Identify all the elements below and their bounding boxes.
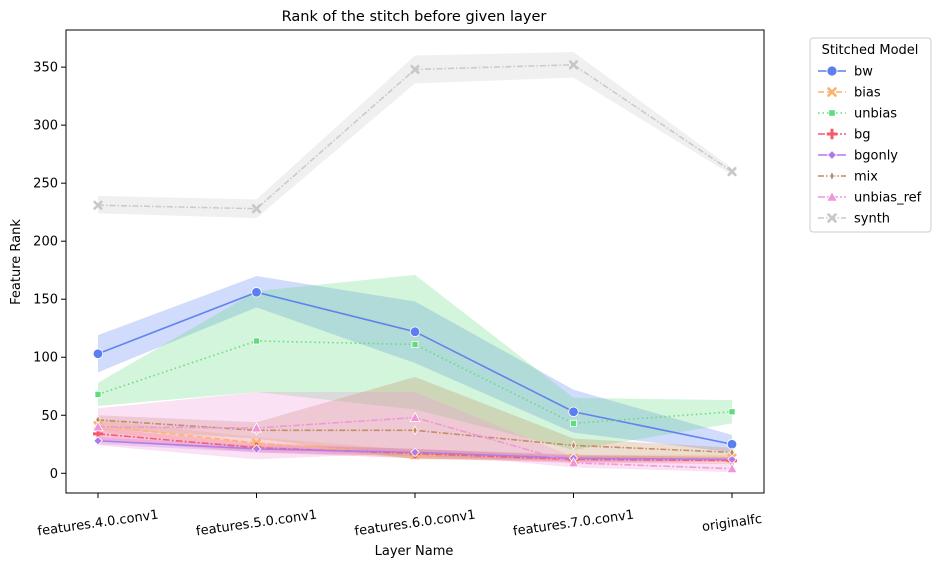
y-tick-label: 50 — [41, 409, 58, 424]
point-unbias-ref — [92, 421, 104, 432]
legend-label: mix — [854, 170, 878, 185]
y-tick-label: 200 — [33, 235, 58, 250]
legend: Stitched Model bw bias unbias bg bgonly mix un… — [809, 37, 932, 233]
legend-label: unbias — [854, 107, 897, 122]
point-unbias-ref — [409, 411, 421, 422]
y-tick-label: 0 — [50, 467, 58, 482]
point-synth — [568, 60, 579, 70]
legend-title: Stitched Model — [822, 43, 919, 58]
legend-label: unbias_ref — [854, 191, 922, 206]
point-unbias — [728, 408, 736, 416]
legend-label: bias — [854, 86, 881, 101]
legend-swatch-marker — [828, 109, 836, 117]
legend-item-bgonly: bgonly — [818, 149, 898, 164]
legend-swatch-marker — [827, 213, 837, 223]
legend-swatch-marker — [827, 87, 837, 97]
y-tick-label: 150 — [33, 293, 58, 308]
point-bw — [92, 348, 104, 359]
y-tick-label: 350 — [33, 61, 58, 76]
legend-item-unbias-ref: unbias_ref — [818, 191, 922, 206]
y-axis-label: Feature Rank — [9, 219, 24, 305]
point-bgonly — [251, 444, 262, 454]
y-tick-label: 100 — [33, 351, 58, 366]
point-bgonly — [410, 447, 420, 458]
point-unbias — [411, 341, 419, 348]
legend-item-bw: bw — [818, 65, 873, 80]
point-mix — [412, 425, 418, 436]
point-unbias-ref — [250, 422, 263, 433]
legend-swatch-marker — [826, 65, 838, 77]
band-synth — [98, 52, 732, 218]
band-unbias — [98, 274, 732, 451]
point-synth — [410, 64, 420, 75]
point-unbias-ref — [567, 457, 580, 468]
legend-item-bias: bias — [818, 86, 881, 101]
legend-swatch-marker — [827, 150, 837, 160]
point-synth — [93, 200, 103, 210]
legend-swatch-marker — [829, 170, 835, 182]
y-tick-label: 250 — [33, 177, 58, 192]
point-bw — [251, 287, 262, 298]
legend-swatch-marker — [826, 190, 838, 202]
legend-label: bw — [854, 65, 873, 80]
y-tick-label: 300 — [33, 119, 58, 134]
point-mix — [729, 447, 735, 458]
legend-swatch-marker — [826, 128, 838, 140]
point-unbias — [94, 390, 102, 398]
legend-item-mix: mix — [818, 170, 878, 185]
point-bw — [409, 326, 421, 337]
chart-title: Rank of the stitch before given layer — [282, 9, 547, 25]
legend-item-bg: bg — [818, 128, 871, 143]
legend-label: bgonly — [854, 149, 898, 164]
point-unbias — [570, 419, 577, 427]
legend-label: synth — [854, 212, 890, 227]
legend-item-unbias: unbias — [818, 107, 897, 122]
point-bgonly — [93, 436, 103, 446]
legend-item-synth: synth — [818, 212, 890, 227]
legend-frame — [809, 37, 932, 233]
point-mix — [570, 440, 577, 451]
point-synth — [251, 204, 262, 214]
point-bw — [568, 406, 579, 417]
point-unbias-ref — [726, 462, 738, 474]
point-synth — [727, 166, 737, 177]
legend-label: bg — [854, 128, 871, 143]
point-unbias — [253, 337, 260, 345]
x-axis-label: Layer Name — [375, 544, 454, 559]
